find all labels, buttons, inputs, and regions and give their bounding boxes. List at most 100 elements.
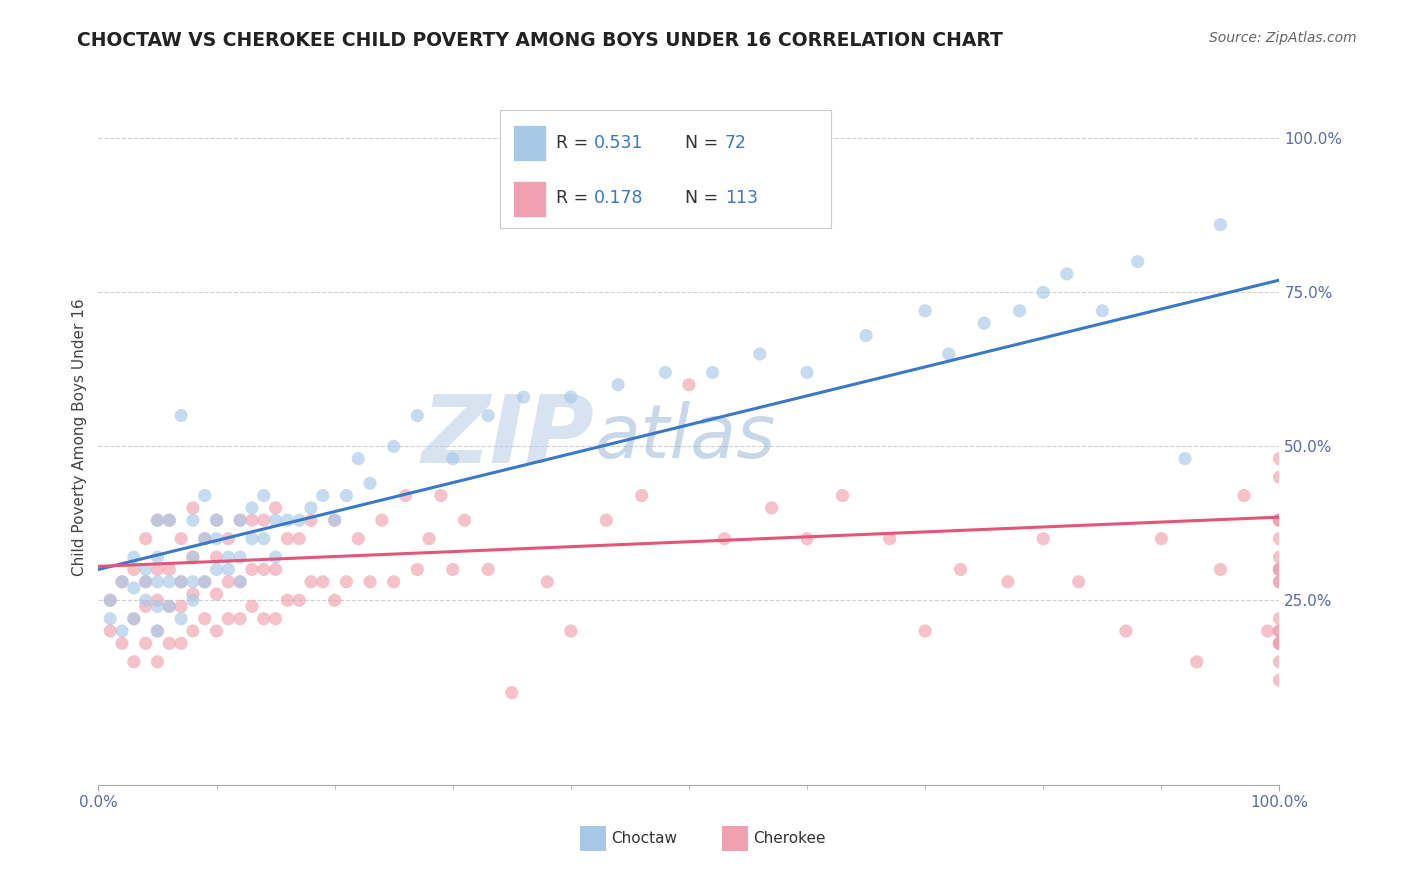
Point	[135, 593, 157, 607]
Point	[312, 574, 335, 589]
Point	[501, 685, 523, 699]
Point	[560, 624, 582, 638]
Point	[477, 409, 499, 423]
Point	[146, 574, 169, 589]
Point	[146, 550, 169, 565]
Point	[181, 550, 204, 565]
Point	[1008, 303, 1031, 318]
Point	[1257, 624, 1279, 638]
Point	[949, 562, 972, 576]
Point	[761, 500, 783, 515]
Point	[264, 513, 287, 527]
Point	[194, 532, 217, 546]
Point	[181, 574, 204, 589]
Point	[1268, 513, 1291, 527]
Point	[111, 574, 134, 589]
Point	[1268, 655, 1291, 669]
Point	[323, 593, 346, 607]
Point	[264, 500, 287, 515]
Point	[98, 624, 121, 638]
Point	[299, 500, 322, 515]
Point	[240, 513, 263, 527]
Point	[512, 390, 534, 404]
Point	[122, 612, 145, 626]
Point	[135, 574, 157, 589]
Point	[229, 574, 252, 589]
Point	[406, 409, 429, 423]
Point	[170, 612, 193, 626]
Point	[1268, 673, 1291, 688]
Point	[240, 500, 263, 515]
Point	[157, 599, 180, 614]
Point	[654, 366, 676, 380]
Point	[205, 532, 228, 546]
Point	[146, 624, 169, 638]
Point	[607, 377, 630, 392]
Point	[146, 513, 169, 527]
Point	[1174, 451, 1197, 466]
Text: Source: ZipAtlas.com: Source: ZipAtlas.com	[1209, 31, 1357, 45]
Point	[170, 599, 193, 614]
Point	[253, 612, 276, 626]
Point	[441, 562, 464, 576]
Point	[217, 550, 239, 565]
Point	[170, 532, 193, 546]
Point	[135, 599, 157, 614]
Point	[1268, 636, 1291, 650]
Point	[122, 655, 145, 669]
Y-axis label: Child Poverty Among Boys Under 16: Child Poverty Among Boys Under 16	[72, 298, 87, 576]
Point	[217, 612, 239, 626]
Point	[229, 513, 252, 527]
Point	[181, 593, 204, 607]
Point	[382, 439, 405, 453]
Point	[229, 513, 252, 527]
Point	[1268, 562, 1291, 576]
Point	[217, 574, 239, 589]
Point	[702, 366, 724, 380]
Point	[879, 532, 901, 546]
Point	[264, 562, 287, 576]
Point	[595, 513, 617, 527]
Point	[205, 513, 228, 527]
Point	[264, 550, 287, 565]
FancyBboxPatch shape	[723, 826, 748, 851]
Point	[122, 562, 145, 576]
Point	[98, 612, 121, 626]
Point	[1067, 574, 1090, 589]
Point	[453, 513, 475, 527]
Point	[111, 636, 134, 650]
Point	[181, 550, 204, 565]
Point	[288, 532, 311, 546]
Point	[347, 532, 370, 546]
Point	[1032, 532, 1054, 546]
Point	[253, 489, 276, 503]
Point	[205, 550, 228, 565]
Point	[146, 624, 169, 638]
Point	[1268, 562, 1291, 576]
Point	[630, 489, 652, 503]
Point	[217, 562, 239, 576]
Point	[1268, 550, 1291, 565]
Point	[335, 574, 357, 589]
Point	[1268, 532, 1291, 546]
Point	[1268, 513, 1291, 527]
FancyBboxPatch shape	[581, 826, 606, 851]
Point	[713, 532, 735, 546]
Point	[748, 347, 770, 361]
Point	[335, 489, 357, 503]
Point	[855, 328, 877, 343]
Point	[359, 476, 381, 491]
Point	[1091, 303, 1114, 318]
Point	[299, 574, 322, 589]
Point	[194, 612, 217, 626]
Point	[135, 636, 157, 650]
Point	[560, 390, 582, 404]
Point	[157, 513, 180, 527]
Point	[157, 574, 180, 589]
Point	[240, 599, 263, 614]
Point	[253, 532, 276, 546]
Point	[1115, 624, 1137, 638]
Point	[406, 562, 429, 576]
Text: atlas: atlas	[595, 401, 776, 473]
Point	[1185, 655, 1208, 669]
